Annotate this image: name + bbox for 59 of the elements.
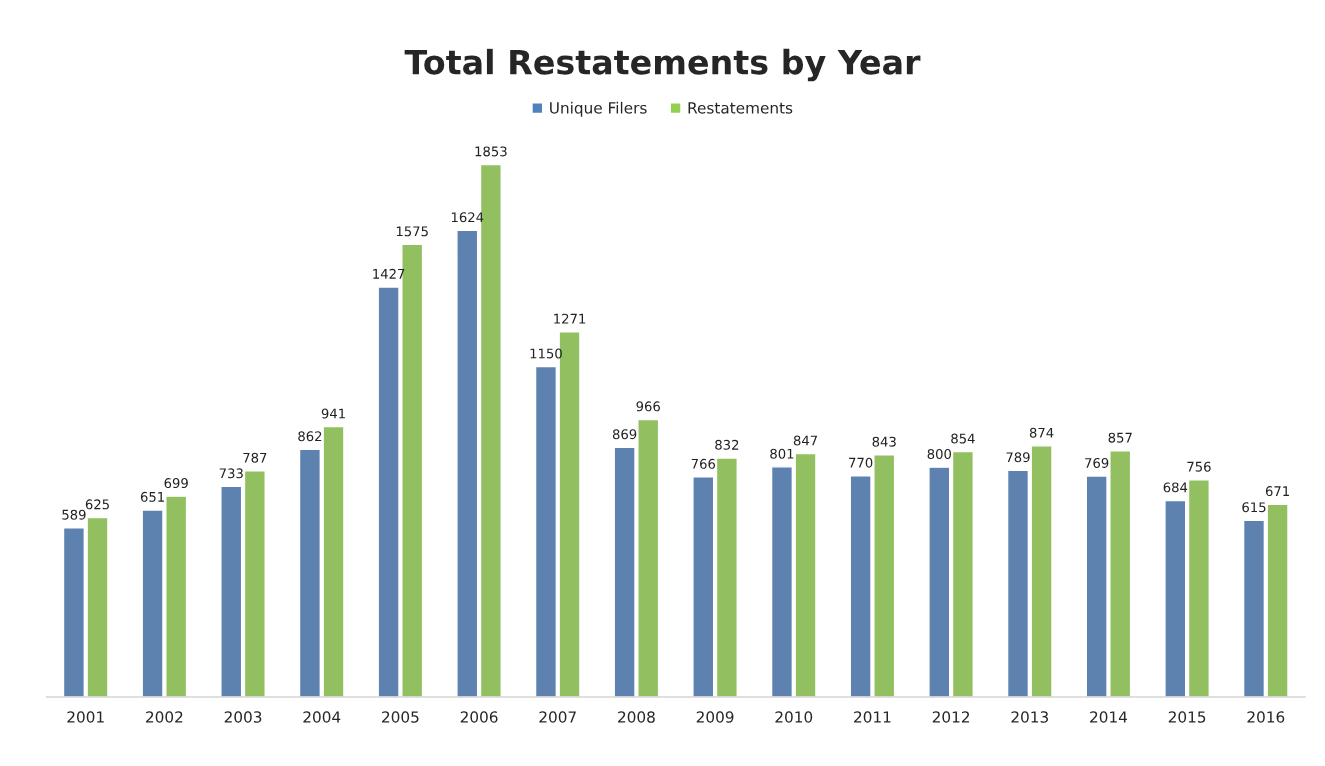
bar bbox=[456, 229, 479, 698]
x-tick-label: 2003 bbox=[224, 711, 262, 723]
legend-label: Unique Filers bbox=[550, 101, 647, 117]
data-label: 832 bbox=[715, 439, 739, 450]
x-tick-label: 2015 bbox=[1168, 711, 1206, 723]
data-label: 756 bbox=[1187, 461, 1211, 472]
x-tick-label: 2005 bbox=[382, 711, 419, 723]
bar bbox=[1187, 479, 1210, 698]
x-tick-label: 2004 bbox=[303, 711, 341, 723]
bar bbox=[715, 457, 738, 698]
bar bbox=[692, 476, 715, 698]
x-tick-label: 2002 bbox=[146, 711, 183, 723]
data-label: 787 bbox=[243, 452, 267, 463]
data-label: 789 bbox=[1006, 452, 1030, 463]
data-label: 615 bbox=[1242, 502, 1266, 513]
x-tick-label: 2012 bbox=[932, 711, 970, 723]
data-label: 684 bbox=[1163, 482, 1188, 493]
data-label: 1853 bbox=[475, 146, 507, 157]
x-tick-label: 2009 bbox=[696, 711, 734, 723]
data-label: 589 bbox=[62, 509, 86, 520]
x-tick-label: 2008 bbox=[618, 711, 655, 723]
bar bbox=[1242, 519, 1266, 698]
data-label: 1575 bbox=[396, 226, 428, 237]
data-label: 671 bbox=[1265, 486, 1289, 497]
data-label: 800 bbox=[927, 449, 952, 460]
bar bbox=[1266, 503, 1289, 698]
data-label: 874 bbox=[1029, 427, 1054, 438]
x-tick-label: 2001 bbox=[67, 711, 104, 723]
chart-title: Total Restatements by Year bbox=[404, 48, 921, 82]
data-label: 857 bbox=[1108, 432, 1132, 443]
bar bbox=[928, 466, 951, 698]
data-label: 801 bbox=[770, 448, 794, 459]
x-tick-label: 2011 bbox=[854, 711, 891, 723]
bar bbox=[220, 485, 243, 698]
legend-label: Restatements bbox=[688, 102, 793, 114]
data-label: 862 bbox=[298, 431, 322, 442]
data-label: 941 bbox=[321, 408, 345, 419]
x-tick-label: 2013 bbox=[1011, 711, 1048, 723]
x-tick-label: 2007 bbox=[539, 711, 576, 723]
data-label: 651 bbox=[140, 491, 164, 502]
data-label: 770 bbox=[849, 457, 873, 468]
data-label: 733 bbox=[219, 468, 243, 479]
data-label: 625 bbox=[85, 499, 109, 510]
data-label: 843 bbox=[872, 436, 896, 447]
bar bbox=[243, 470, 266, 698]
x-tick-label: 2006 bbox=[460, 711, 498, 723]
bar bbox=[951, 450, 974, 698]
data-label: 699 bbox=[164, 478, 188, 489]
data-label: 966 bbox=[636, 401, 660, 412]
data-label: 869 bbox=[612, 429, 637, 440]
x-tick-label: 2010 bbox=[775, 711, 813, 723]
data-label: 1271 bbox=[554, 313, 586, 324]
x-tick-label: 2014 bbox=[1090, 711, 1128, 723]
x-tick-label: 2016 bbox=[1247, 711, 1285, 723]
bar bbox=[1164, 499, 1187, 698]
data-label: 766 bbox=[691, 458, 716, 469]
data-label: 854 bbox=[951, 433, 975, 444]
data-label: 847 bbox=[793, 435, 818, 446]
data-label: 769 bbox=[1085, 457, 1109, 468]
